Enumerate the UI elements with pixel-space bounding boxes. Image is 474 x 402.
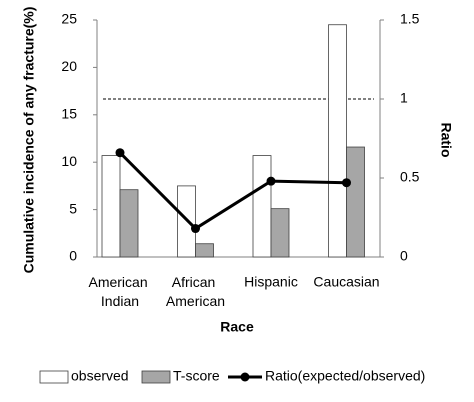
legend-swatch-dot <box>240 372 250 382</box>
y-tick-label: 15 <box>61 106 77 122</box>
x-axis-title: Race <box>220 319 254 335</box>
x-tick-label: American Indian <box>88 274 151 309</box>
bar <box>328 24 347 258</box>
x-tick-label: Hispanic <box>244 274 298 290</box>
y2-axis-title: Ratio <box>438 123 454 158</box>
ratio-point <box>115 148 125 158</box>
y-axis-title: Cumulative incidence of any fracture(%) <box>21 7 37 274</box>
legend-swatch <box>39 370 69 384</box>
legend-swatch <box>141 370 171 384</box>
y-tick-label: 10 <box>61 153 77 169</box>
y-tick-label: 25 <box>61 11 77 27</box>
legend-label: Ratio(expected/observed) <box>265 368 425 384</box>
bar <box>195 243 214 258</box>
bar <box>252 155 272 258</box>
x-tick-label: Caucasian <box>313 274 379 290</box>
bar <box>101 155 121 258</box>
legend-label: observed <box>71 368 129 384</box>
x-tick-label: African American <box>166 274 225 309</box>
y2-tick-label: 1 <box>400 90 408 106</box>
ratio-point <box>266 176 276 186</box>
y-tick-label: 0 <box>69 248 77 264</box>
ratio-point <box>191 224 200 234</box>
y-tick-label: 5 <box>69 200 77 216</box>
legend-label: T-score <box>173 368 220 384</box>
y2-tick-label: 0.5 <box>400 169 420 185</box>
ratio-line <box>118 151 347 231</box>
y-tick-label: 20 <box>61 58 77 74</box>
bar <box>270 208 290 258</box>
ratio-point <box>342 178 351 188</box>
y2-tick-label: 0 <box>400 248 408 264</box>
bar <box>119 189 139 258</box>
bar <box>346 146 365 258</box>
y2-tick-label: 1.5 <box>400 11 420 27</box>
